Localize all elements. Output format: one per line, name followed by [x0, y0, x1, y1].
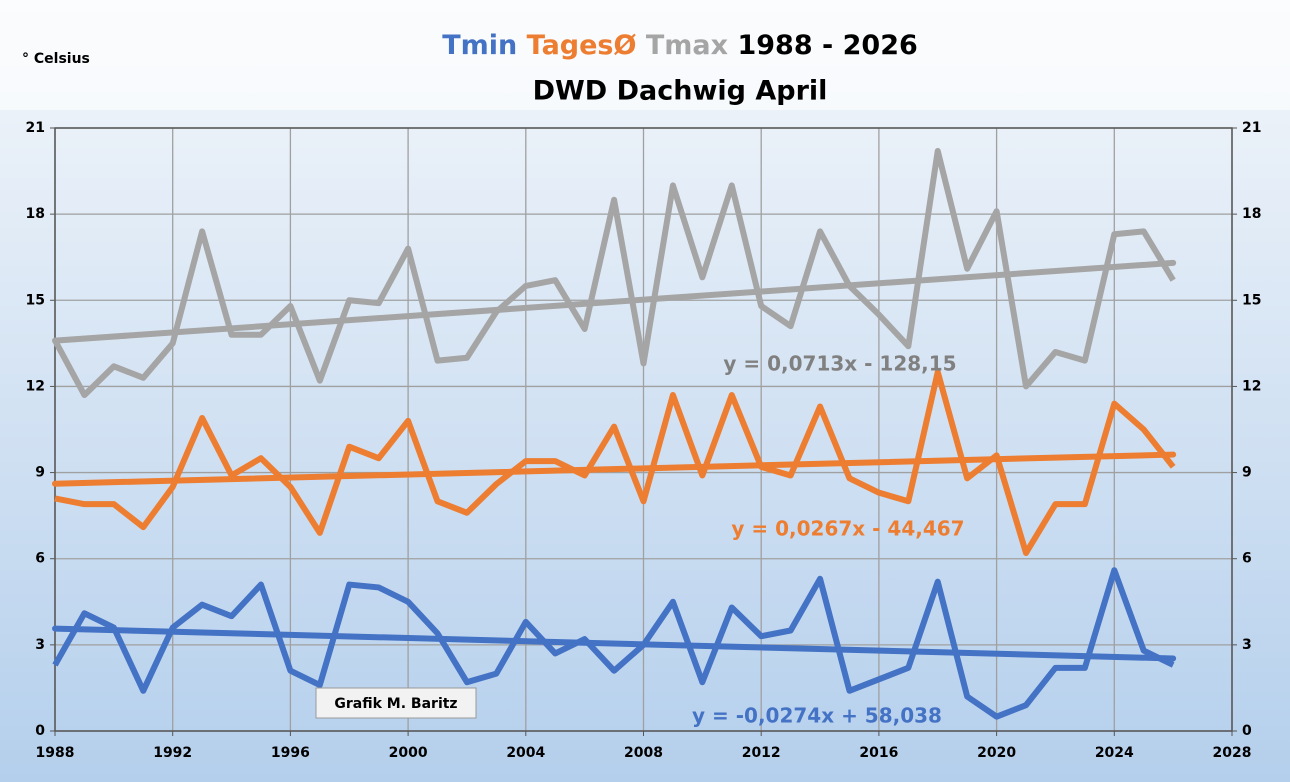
y-tick-label: 21 [26, 120, 45, 136]
y-axis-label: ° Celsius [22, 51, 90, 67]
series-line [54, 369, 1176, 556]
trend-line [52, 451, 1177, 487]
plot-frame [54, 127, 1233, 732]
title-series: Tmin [442, 30, 517, 61]
y2-tick-label: 18 [1242, 206, 1261, 222]
x-tick-label: 2000 [389, 745, 428, 761]
y-tick-label: 6 [35, 551, 45, 567]
y2-tick-label: 9 [1242, 465, 1252, 481]
chart-title: Tmin TagesØ Tmax 1988 - 2026 [442, 30, 918, 61]
trend-line [52, 259, 1177, 344]
x-tick-label: 2028 [1213, 745, 1252, 761]
series-line [52, 567, 1175, 720]
x-tick-label: 2016 [859, 745, 898, 761]
title-series: Tmax [646, 30, 728, 61]
header-band [0, 0, 1290, 110]
y2-tick-label: 3 [1242, 637, 1252, 653]
annotation: Grafik M. Baritz [334, 696, 457, 712]
x-tick-label: 1988 [36, 745, 75, 761]
trend-label: y = 0,0267x - 44,467 [731, 517, 964, 541]
x-tick-label: 2008 [624, 745, 663, 761]
y-tick-label: 3 [35, 637, 45, 653]
x-tick-label: 2004 [506, 745, 545, 761]
y2-tick-label: 21 [1242, 120, 1261, 136]
title-series: TagesØ [527, 30, 637, 61]
series-line [52, 147, 1176, 399]
chart-subtitle: DWD Dachwig April [533, 76, 828, 107]
x-tick-label: 1996 [271, 745, 310, 761]
y-tick-label: 12 [26, 378, 45, 394]
y-tick-label: 15 [26, 292, 45, 308]
annotation-box [315, 687, 477, 719]
y2-tick-label: 15 [1242, 292, 1261, 308]
x-tick-label: 1992 [153, 745, 192, 761]
trend-line [52, 625, 1177, 662]
trend-label: y = 0,0713x - 128,15 [723, 352, 956, 376]
y2-tick-label: 0 [1242, 723, 1252, 739]
y-tick-label: 0 [35, 723, 45, 739]
y-tick-label: 9 [35, 465, 45, 481]
y2-tick-label: 12 [1242, 378, 1261, 394]
x-tick-label: 2020 [977, 745, 1016, 761]
x-tick-label: 2024 [1095, 745, 1134, 761]
x-tick-label: 2012 [742, 745, 781, 761]
y-tick-label: 18 [26, 206, 45, 222]
title-years: 1988 - 2026 [737, 30, 917, 61]
y2-tick-label: 6 [1242, 551, 1252, 567]
trend-label: y = -0,0274x + 58,038 [692, 704, 942, 728]
